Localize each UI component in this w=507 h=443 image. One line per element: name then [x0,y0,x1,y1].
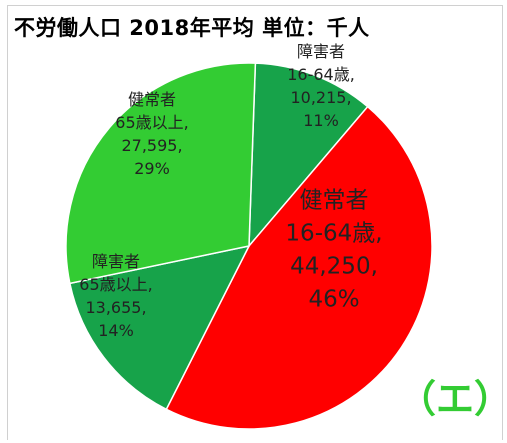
slice-label-line: 障害者 [92,252,140,271]
slice-label-line: 65歳以上, [115,113,188,132]
pie-slice [165,105,433,430]
slice-label-line: 11% [303,111,339,130]
slice-label-line: 健常者 [300,188,369,214]
slice-label-line: 障害者 [297,42,345,61]
slice-label-line: 16-64歳, [287,65,355,84]
slice-label: 健常者 65歳以上, 27,595, 29% [115,90,188,178]
slice-label-line: 10,215, [290,88,351,107]
slice-label-line: 16-64歳, [285,221,382,247]
slice-label-line: 44,250, [290,254,378,280]
chart-title: 不労働人口 2018年平均 単位：千人 [14,16,370,40]
slice-label: 健常者 16-64歳, 44,250, 46% [285,188,382,313]
slice-label-line: 14% [98,321,134,340]
chart-frame [7,5,503,440]
slice-label-line: 健常者 [128,90,176,109]
panel-label: （エ） [398,377,507,421]
slice-label-line: 65歳以上, [79,275,152,294]
slice-label-line: 27,595, [121,136,182,155]
slice-label-line: 29% [134,159,170,178]
pie-slice [68,244,251,411]
pie-slice [248,62,369,249]
slice-label: 障害者 16-64歳, 10,215, 11% [287,42,355,130]
slice-label-line: 46% [308,287,359,313]
slice-label: 障害者 65歳以上, 13,655, 14% [79,252,152,340]
pie-slice [65,62,257,285]
slice-label-line: 13,655, [85,298,146,317]
